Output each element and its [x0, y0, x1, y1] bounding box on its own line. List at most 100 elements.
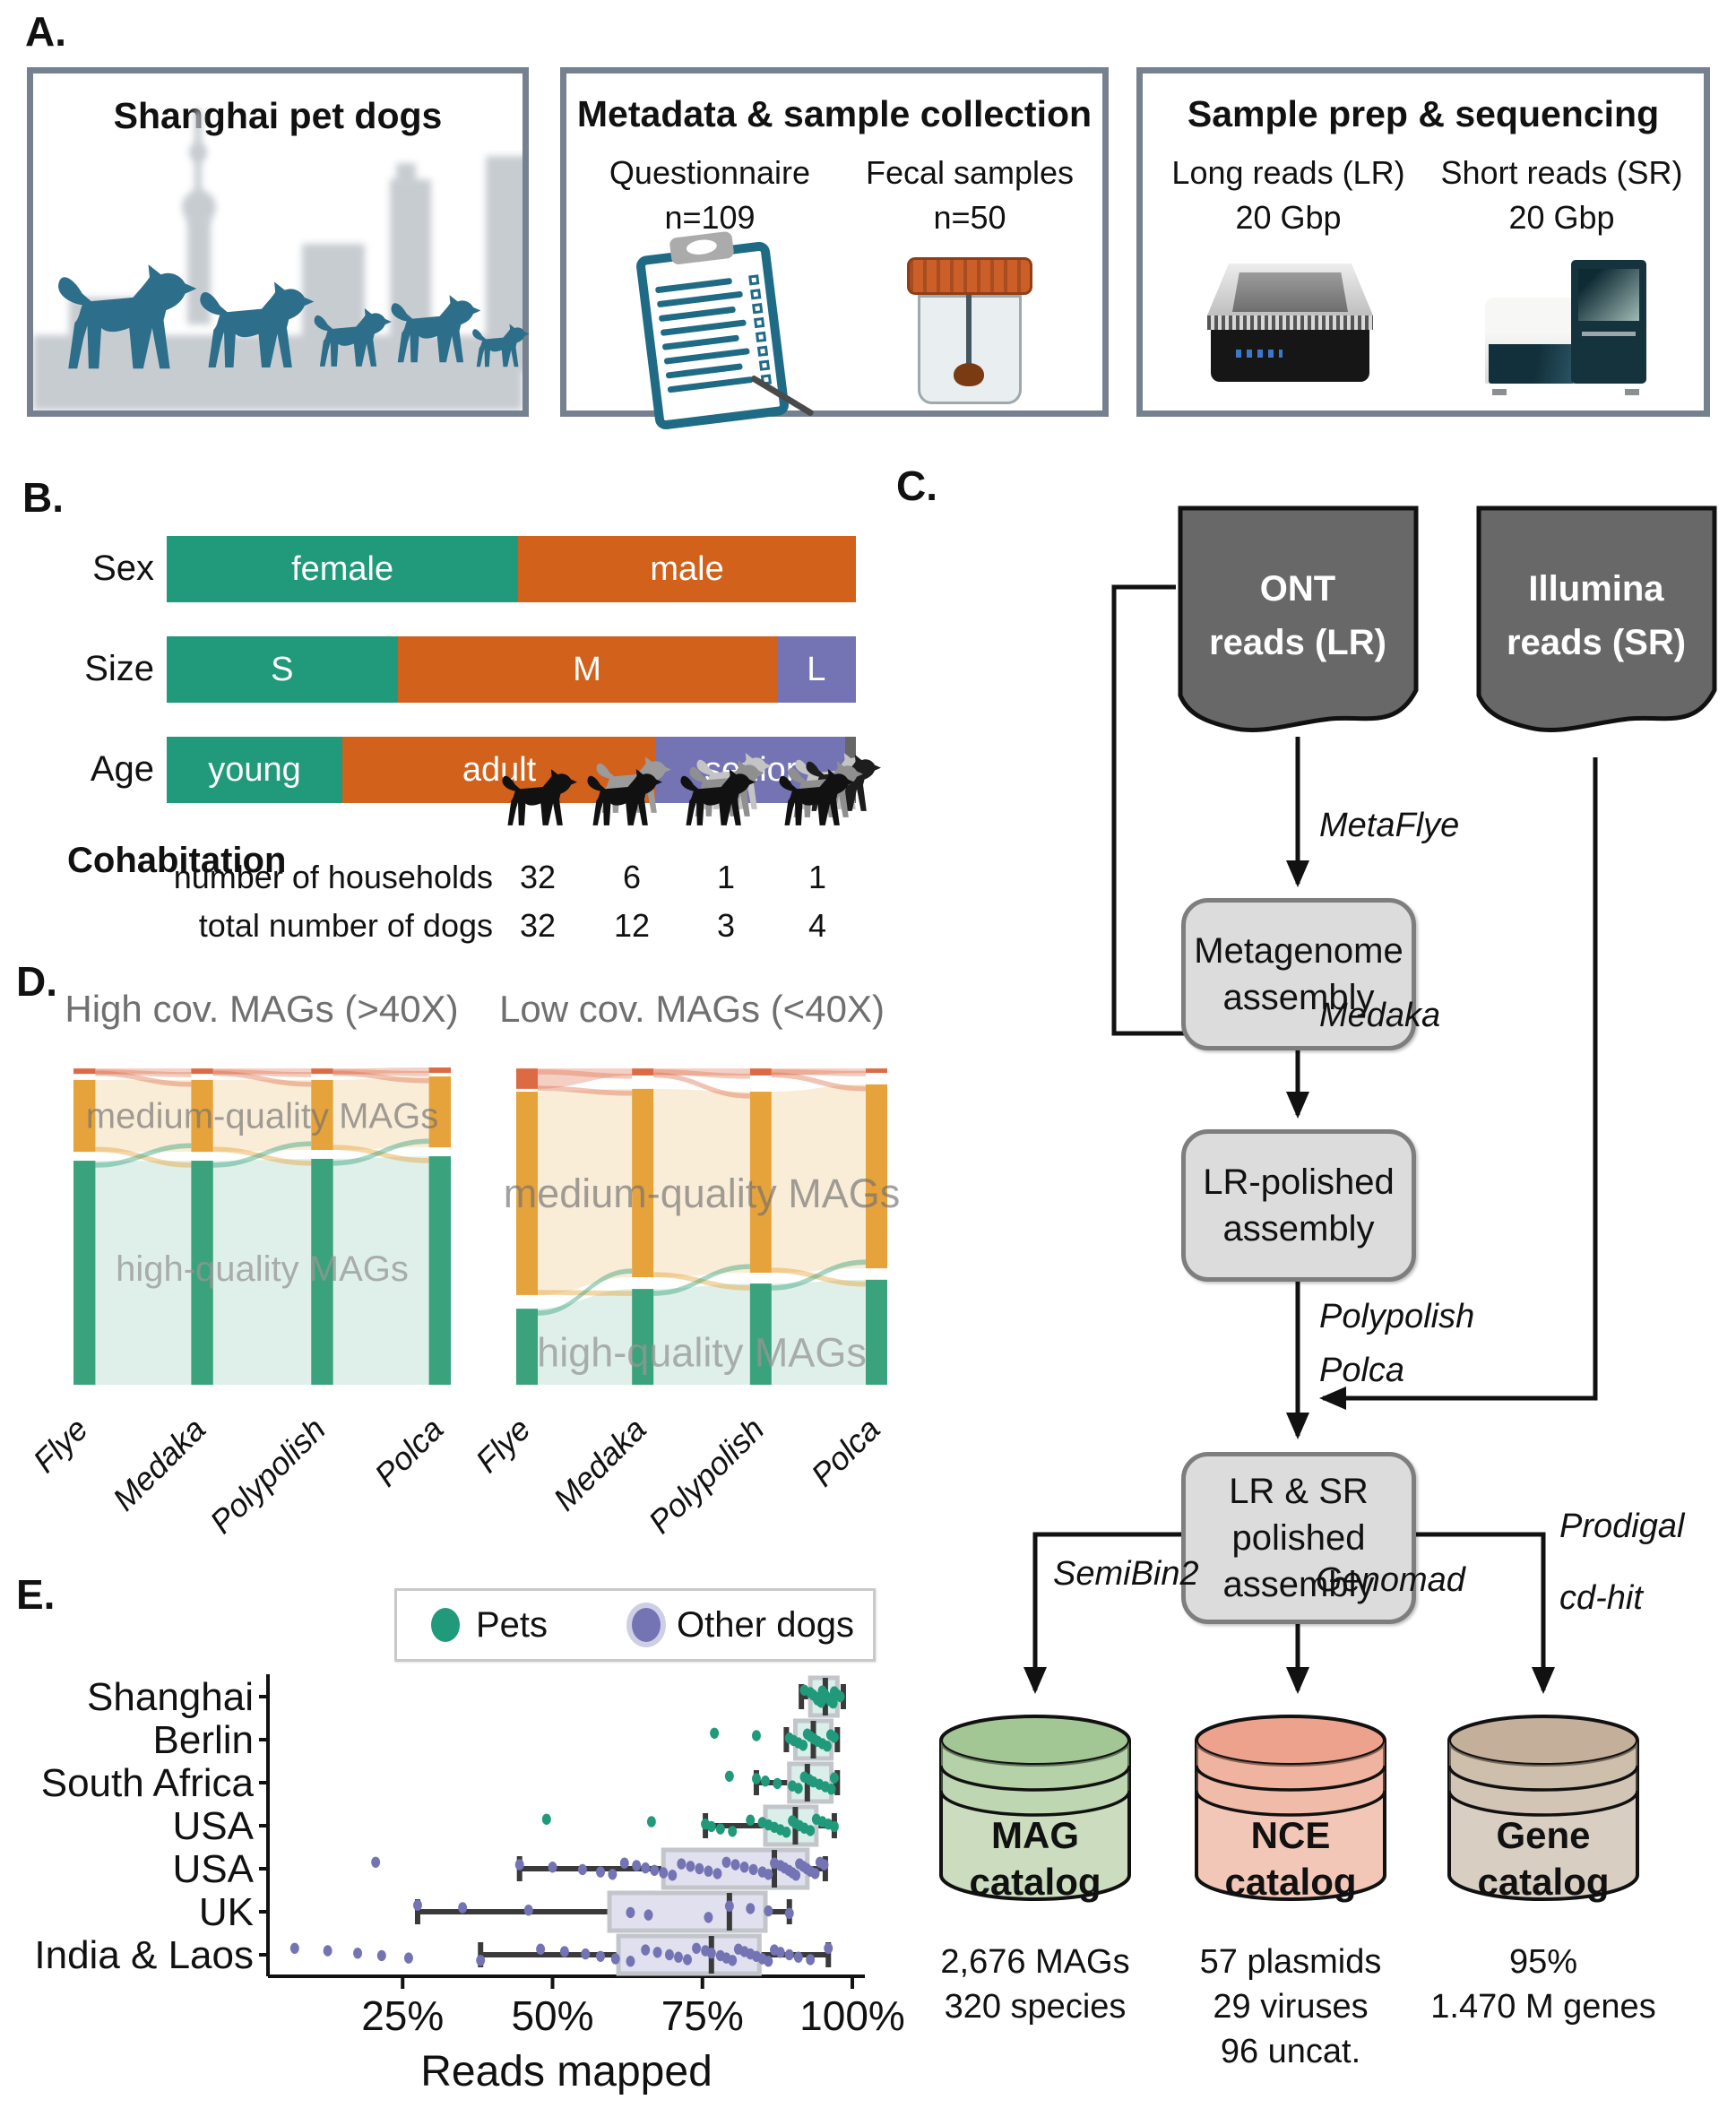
y-label-south-africa: South Africa — [41, 1761, 255, 1805]
data-point — [376, 1949, 386, 1962]
data-point — [659, 1867, 669, 1879]
data-point — [829, 1820, 839, 1833]
alluvial-bar-medaka-medium — [191, 1079, 213, 1153]
alluvial-bar-polypolish-high — [311, 1158, 333, 1385]
ont-line1: ONT — [1260, 569, 1335, 609]
alluvial-bar-polypolish-high — [749, 1283, 772, 1385]
data-point — [724, 1900, 734, 1912]
box3-title: Sample prep & sequencing — [1187, 93, 1660, 134]
households-value-3: 1 — [716, 859, 736, 895]
alluvial-bar-flye-medium — [73, 1079, 96, 1153]
data-point — [730, 1859, 740, 1871]
data-point — [641, 1944, 651, 1956]
data-point — [806, 1954, 816, 1966]
short-reads-label: Short reads (SR) — [1440, 154, 1683, 191]
high-quality-band-label: high-quality MAGs — [116, 1249, 409, 1289]
data-point — [323, 1945, 333, 1957]
legend: Pets Other dogs — [394, 1588, 876, 1662]
data-point — [713, 1868, 722, 1879]
alluvial-stage-bars — [516, 1068, 887, 1385]
data-point — [724, 1770, 734, 1782]
panel-b-label: B. — [22, 474, 64, 521]
polypolish-label: Polypolish — [1319, 1298, 1475, 1335]
alluvial-bar-polca-failed — [865, 1068, 887, 1074]
medium-quality-band-label: medium-quality MAGs — [504, 1171, 901, 1216]
households-value-1: 32 — [519, 859, 557, 895]
catalog-name-line1: Gene — [1496, 1814, 1590, 1856]
fecal-samples-label: Fecal samples — [865, 154, 1075, 191]
data-point — [559, 1946, 569, 1957]
alluvial-bar-polca-medium — [865, 1084, 887, 1269]
alluvial-bar-flye-failed — [73, 1068, 96, 1075]
alluvial-bar-medaka-high — [632, 1289, 654, 1385]
alluvial-bar-polca-failed — [428, 1067, 451, 1074]
bar-segment-female: female — [167, 536, 519, 602]
alluvial-bar-polypolish-failed — [311, 1068, 333, 1075]
y-label-uk: UK — [199, 1890, 254, 1934]
fecal-samples-n: n=50 — [933, 199, 1006, 236]
alluvial-ribbons — [538, 1068, 866, 1385]
questionnaire-n: n=109 — [664, 199, 756, 236]
arrow-to-gene-catalog — [1416, 1532, 1555, 1694]
short-reads-value: 20 Gbp — [1508, 199, 1615, 236]
data-point — [704, 1865, 713, 1877]
data-point — [829, 1772, 839, 1784]
alluvial-bar-polypolish-failed — [749, 1068, 772, 1076]
data-point — [775, 1947, 785, 1958]
alluvial-high-title: High cov. MAGs (>40X) — [65, 988, 459, 1030]
alluvial-bar-flye-high — [73, 1161, 96, 1385]
illumina-line1: Illumina — [1528, 569, 1664, 609]
data-point — [791, 1870, 801, 1881]
data-point — [664, 1949, 674, 1961]
data-point — [541, 1813, 551, 1825]
gene-catalog-stat2: 1.470 M genes — [1430, 1988, 1656, 2026]
alluvial-bar-medaka-failed — [632, 1068, 654, 1076]
reads-mapped-plot: 25% 50% 75% 100% Reads mapped ShanghaiBerlinS… — [34, 1674, 905, 2095]
data-point — [608, 1869, 618, 1880]
demographics-stacked-bars: SexfemalemaleSizeSMLAgeyoungadultsenior — [54, 536, 860, 805]
data-point — [764, 1869, 773, 1880]
panel-c-label: C. — [896, 462, 937, 509]
data-point — [746, 1814, 756, 1826]
total-dogs-value-2: 12 — [613, 907, 651, 944]
boxplot-row-uk — [412, 1890, 794, 1933]
boxplot-row-usa — [371, 1847, 829, 1890]
arrow-sr-to-polish — [1319, 757, 1598, 1410]
nce-catalog-stat1: 57 plasmids — [1199, 1943, 1382, 1981]
nce-catalog-stat3: 96 uncat. — [1220, 2033, 1361, 2070]
bar-row-label-sex: Sex — [92, 549, 154, 588]
data-point — [751, 1773, 761, 1784]
data-point — [668, 1870, 678, 1881]
alluvial-bar-flye-medium — [516, 1092, 539, 1295]
data-point — [704, 1912, 713, 1923]
ont-reads-node: ONT reads (LR) — [1178, 505, 1419, 732]
data-point — [793, 1783, 803, 1794]
total-dogs-row-label: total number of dogs — [198, 907, 493, 944]
data-point — [632, 1860, 642, 1871]
catalog-cylinder-nce: NCE catalog — [1195, 1715, 1386, 1903]
boxplot-row-shanghai — [799, 1675, 846, 1718]
alluvial-bar-polypolish-medium — [311, 1079, 333, 1151]
data-point — [548, 1862, 557, 1873]
bar-segment-male: male — [518, 536, 856, 602]
long-reads-value: 20 Gbp — [1235, 199, 1342, 236]
households-value-4: 1 — [808, 859, 827, 895]
legend-other-dogs-label: Other dogs — [677, 1604, 854, 1645]
illumina-sequencer-icon — [1485, 260, 1646, 395]
data-point — [289, 1942, 299, 1954]
polca-label: Polca — [1319, 1352, 1405, 1389]
prodigal-label: Prodigal — [1559, 1508, 1685, 1545]
data-point — [353, 1948, 363, 1959]
x-tick-label: 50% — [511, 1992, 593, 2039]
data-point — [596, 1950, 606, 1962]
x-tick-label: 100% — [799, 1992, 905, 2039]
data-point — [458, 1902, 468, 1914]
data-point — [793, 1951, 803, 1963]
alluvial-bar-flye-failed — [516, 1068, 539, 1089]
data-point — [828, 1698, 838, 1709]
boxplot-row-berlin — [710, 1718, 841, 1761]
sample-jar-icon — [907, 257, 1032, 410]
data-point — [476, 1955, 486, 1966]
data-point — [514, 1859, 524, 1871]
